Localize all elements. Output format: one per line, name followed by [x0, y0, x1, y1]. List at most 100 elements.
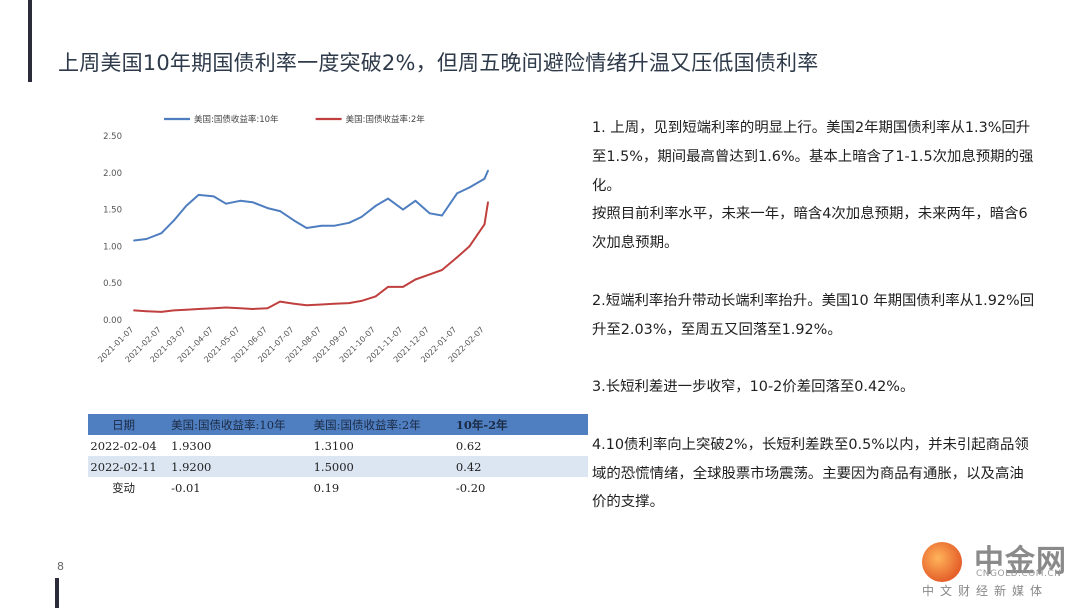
- table-header-cell: 美国:国债收益率:2年: [313, 414, 456, 435]
- data-point: [172, 309, 175, 312]
- table-header-cell: 10年-2年: [455, 414, 588, 435]
- data-point: [456, 192, 458, 195]
- data-point: [225, 306, 227, 309]
- legend-label: 美国:国债收益率:2年: [346, 114, 426, 125]
- data-point: [360, 216, 363, 218]
- data-point: [239, 199, 242, 202]
- series-line: [133, 170, 489, 242]
- data-point: [185, 205, 188, 207]
- data-point: [145, 238, 148, 240]
- note-paragraph: 1. 上周，见到短端利率的明显上行。美国2年期国债利率从1.3%回升至1.5%，…: [592, 120, 1034, 194]
- data-point: [456, 256, 458, 259]
- data-point: [293, 302, 296, 305]
- data-point: [320, 224, 323, 227]
- table-row: 变动 -0.01 0.19 -0.20: [88, 477, 588, 498]
- logo-subtitle: 中文财经新媒体: [922, 584, 1049, 598]
- data-point: [305, 304, 308, 307]
- logo-url: CNGOLD.COM.CN: [976, 569, 1062, 579]
- data-point: [333, 224, 335, 227]
- table-cell: 1.9200: [159, 456, 314, 477]
- table-header-cell: 美国:国债收益率:10年: [159, 414, 314, 435]
- note-paragraph: 4.10债利率向上突破2%，长短利差跌至0.5%以内，并未引起商品领域的恐慌情绪…: [592, 436, 1029, 511]
- data-point: [414, 278, 417, 281]
- y-tick-label: 2.50: [103, 132, 122, 142]
- data-point: [487, 201, 489, 204]
- data-point: [251, 308, 254, 310]
- data-point: [483, 177, 486, 180]
- data-point: [374, 205, 377, 207]
- data-point: [348, 221, 350, 224]
- data-point: [212, 307, 215, 310]
- y-tick-label: 0.00: [103, 316, 122, 326]
- data-point: [441, 214, 443, 217]
- table-cell: 2022-02-04: [88, 435, 160, 456]
- data-point: [197, 193, 200, 196]
- data-point: [212, 195, 215, 198]
- table-cell: -0.01: [159, 477, 314, 498]
- data-point: [133, 239, 135, 242]
- table-cell: 1.5000: [313, 456, 456, 477]
- data-point: [133, 309, 135, 312]
- data-point: [225, 202, 227, 205]
- data-point: [197, 308, 200, 310]
- table-header-cell: 日期: [88, 414, 160, 435]
- watermark-logo: 中金网 CNGOLD.COM.CN 中文财经新媒体: [912, 536, 1080, 608]
- data-point: [387, 285, 389, 288]
- table-row: 2022-02-04 1.9300 1.3100 0.62: [88, 435, 588, 456]
- y-tick-label: 2.00: [103, 169, 122, 179]
- data-point: [441, 269, 443, 271]
- title-accent-bar: [28, 0, 32, 82]
- table-cell: 0.62: [455, 435, 588, 456]
- data-point: [483, 223, 486, 226]
- legend-label: 美国:国债收益率:10年: [194, 114, 279, 125]
- y-tick-label: 1.50: [103, 206, 122, 216]
- series-line: [133, 202, 489, 313]
- data-point: [402, 285, 404, 288]
- data-point: [185, 308, 188, 311]
- yield-table: 日期 美国:国债收益率:10年 美国:国债收益率:2年 10年-2年 2022-…: [88, 414, 588, 498]
- data-point: [145, 310, 148, 313]
- table-cell: 0.19: [313, 477, 456, 498]
- table-cell: 0.42: [455, 456, 588, 477]
- data-point: [266, 307, 269, 310]
- page-number: 8: [57, 560, 64, 573]
- data-point: [414, 199, 417, 202]
- table-cell: 1.9300: [159, 435, 314, 456]
- note-paragraph: 2.短端利率抬升带动长端利率抬升。美国10 年期国债利率从1.92%回升至2.0…: [592, 292, 1035, 338]
- table-header-row: 日期 美国:国债收益率:10年 美国:国债收益率:2年 10年-2年: [88, 414, 588, 435]
- yield-line-chart: 0.000.501.001.502.002.502021-01-072021-0…: [96, 114, 489, 364]
- data-point: [305, 227, 308, 229]
- footer-accent-bar: [55, 578, 59, 608]
- data-point: [348, 302, 350, 304]
- y-tick-label: 1.00: [103, 242, 122, 252]
- data-point: [266, 207, 269, 210]
- logo-icon: [922, 542, 962, 582]
- data-point: [172, 219, 175, 222]
- analysis-notes: 1. 上周，见到短端利率的明显上行。美国2年期国债利率从1.3%回升至1.5%，…: [592, 114, 1037, 517]
- y-tick-label: 0.50: [103, 279, 122, 289]
- table-cell: 2022-02-11: [88, 456, 160, 477]
- table-cell: -0.20: [455, 477, 588, 498]
- page-title: 上周美国10年期国债利率一度突破2%，但周五晚间避险情绪升温又压低国债利率: [58, 51, 819, 75]
- data-point: [468, 186, 471, 189]
- data-point: [333, 302, 335, 305]
- data-point: [387, 197, 389, 200]
- data-point: [279, 300, 281, 303]
- table-row: 2022-02-11 1.9200 1.5000 0.42: [88, 456, 588, 477]
- data-point: [293, 219, 296, 222]
- data-point: [160, 311, 163, 313]
- data-point: [239, 307, 242, 310]
- data-point: [279, 210, 281, 212]
- table-cell: 变动: [88, 477, 160, 498]
- data-point: [468, 245, 471, 248]
- note-paragraph: 3.长短利差进一步收窄，10-2价差回落至0.42%。: [592, 379, 915, 396]
- data-point: [428, 212, 431, 215]
- data-point: [374, 295, 377, 298]
- data-point: [487, 169, 489, 172]
- table-cell: 1.3100: [313, 435, 456, 456]
- data-point: [160, 232, 163, 235]
- data-point: [320, 303, 323, 306]
- data-point: [428, 273, 431, 276]
- note-paragraph: 按照目前利率水平，未来一年，暗含4次加息预期，未来两年，暗含6次加息预期。: [592, 206, 1028, 252]
- data-point: [360, 299, 363, 302]
